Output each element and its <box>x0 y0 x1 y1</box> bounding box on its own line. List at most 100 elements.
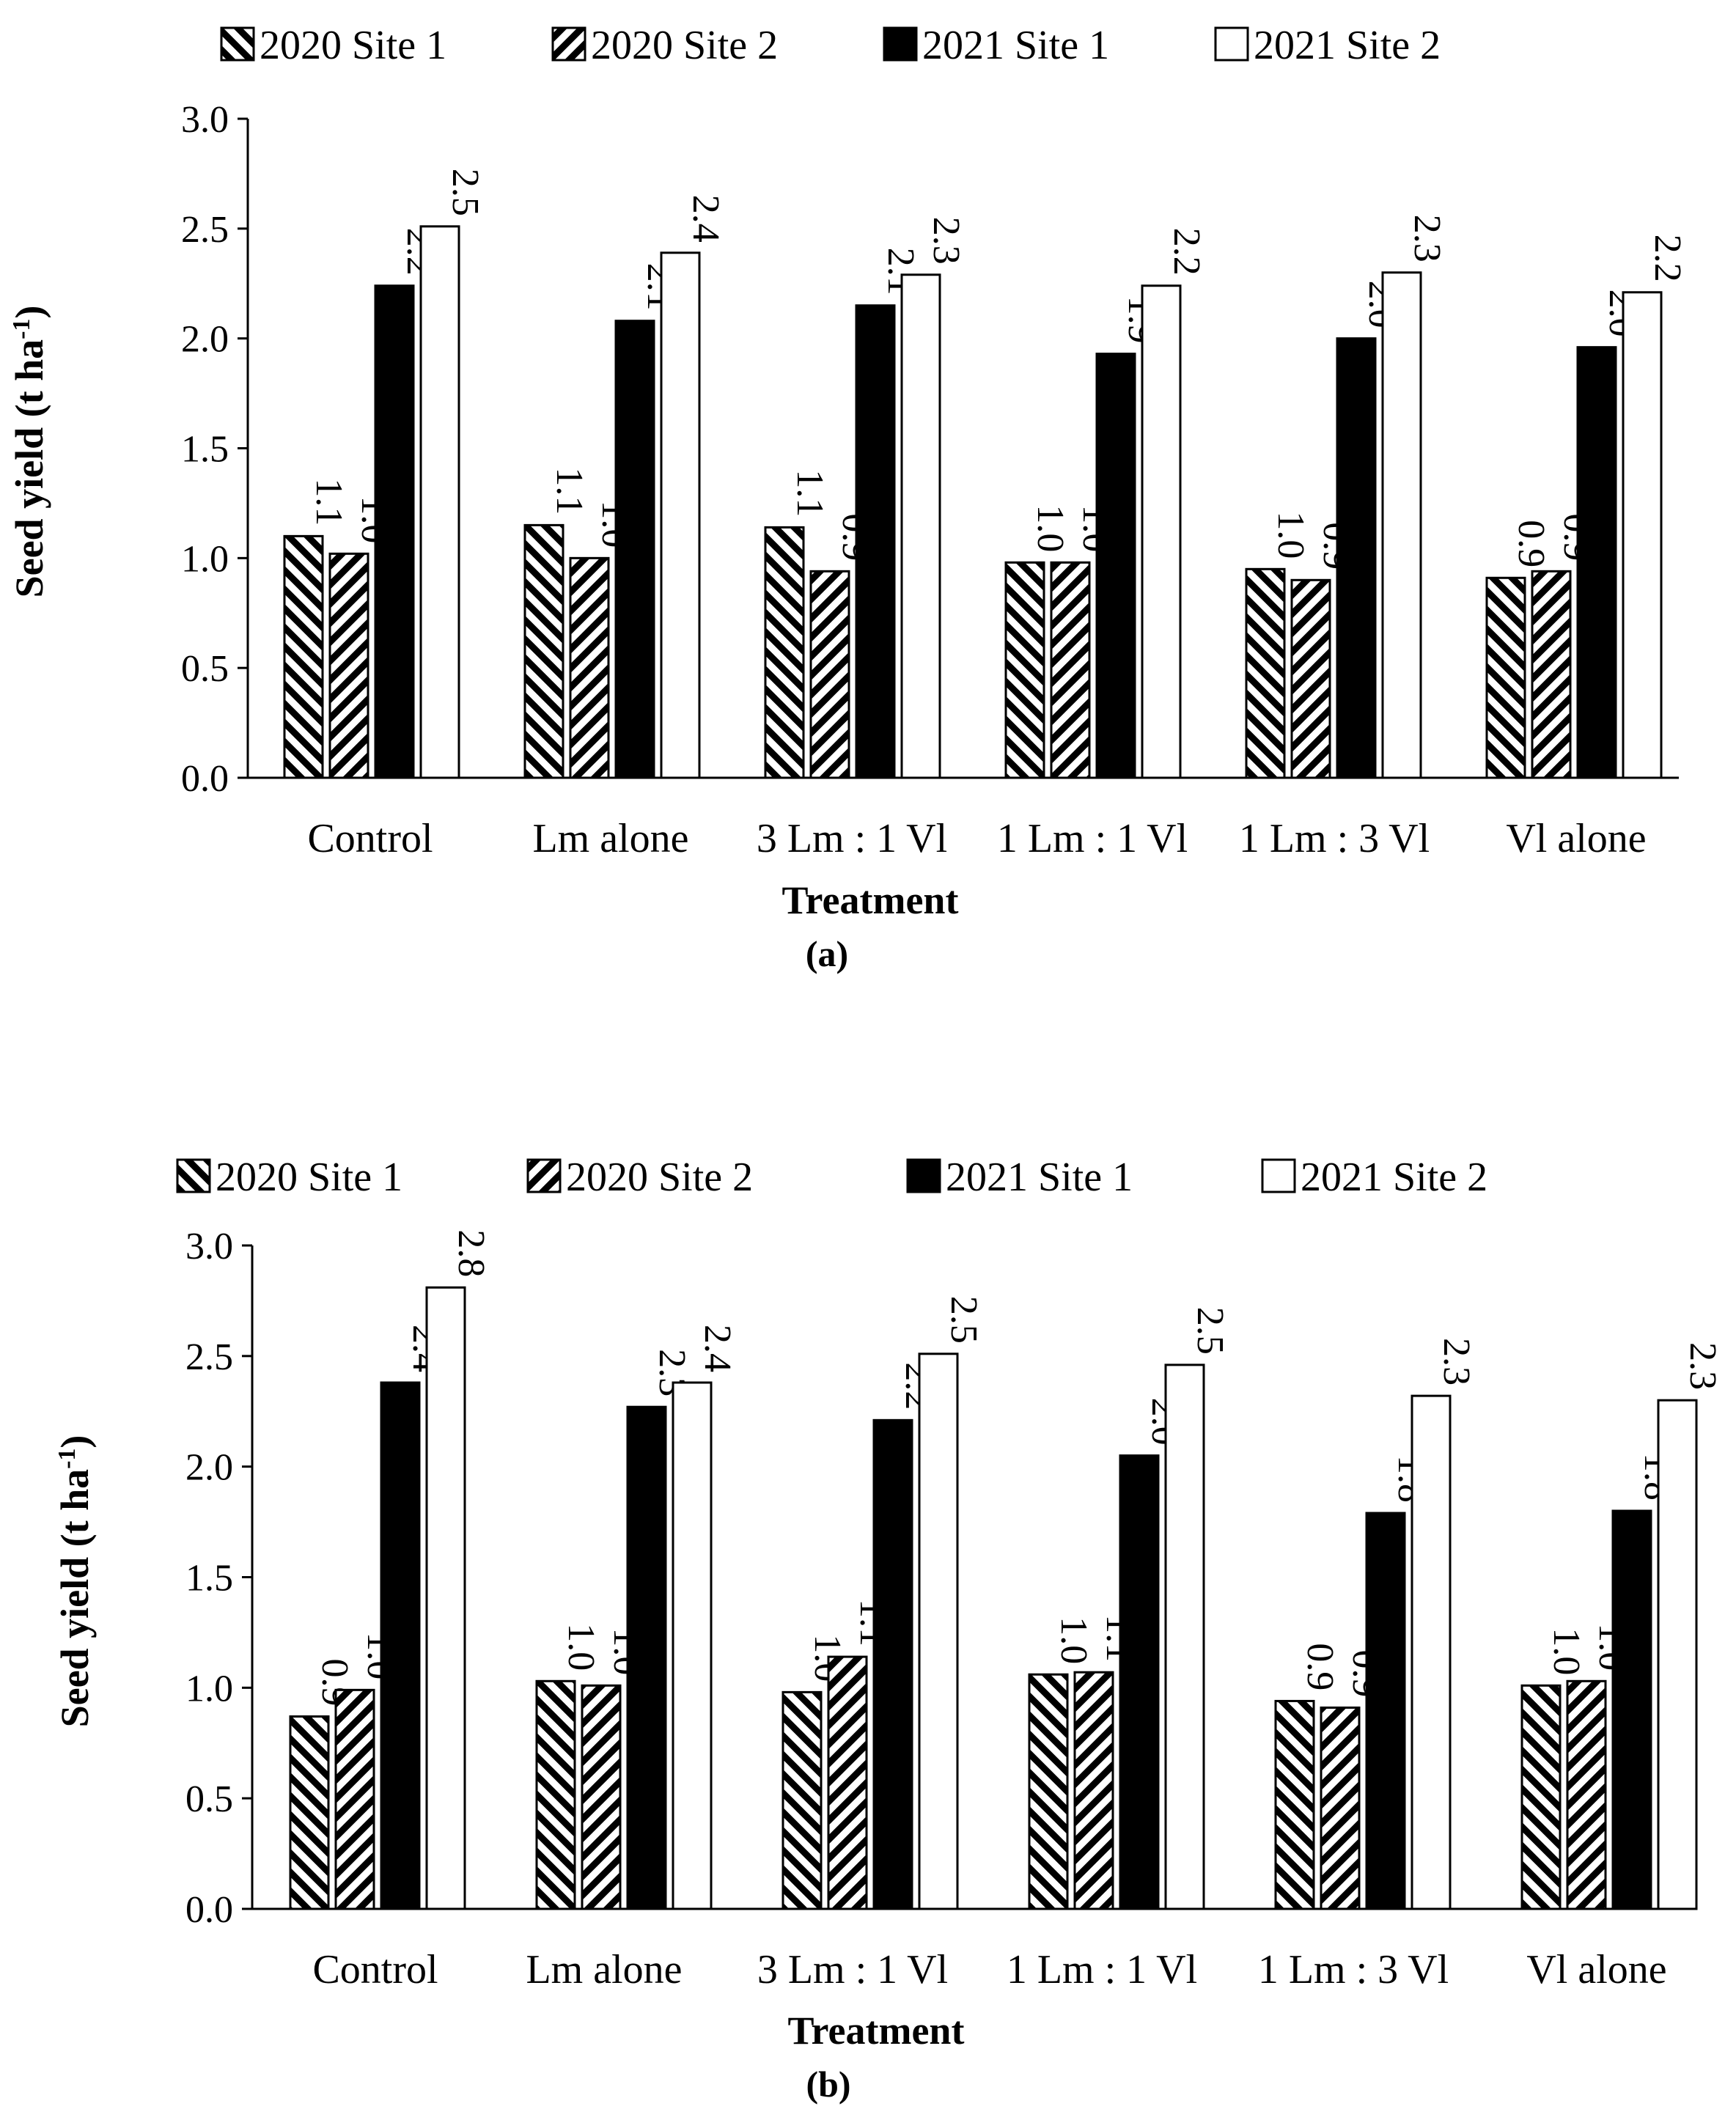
bar <box>660 251 701 779</box>
y-tick-label: 2.0 <box>181 319 229 361</box>
legend-swatch <box>220 26 255 62</box>
y-tick-label: 2.0 <box>185 1447 233 1489</box>
bar <box>900 273 941 779</box>
y-tick-label: 1.5 <box>181 429 229 471</box>
data-label: 2.5 <box>444 169 486 216</box>
bar <box>1410 1394 1452 1910</box>
y-tick-label: 0.5 <box>181 648 229 690</box>
data-label: 0.9 <box>1299 1643 1341 1690</box>
bar <box>283 534 324 779</box>
y-tick-label: 2.5 <box>185 1336 233 1378</box>
legend-label: 2020 Site 2 <box>591 23 778 68</box>
legend-swatch <box>1214 26 1249 62</box>
x-axis-title: Treatment <box>782 878 959 922</box>
legend-label: 2021 Site 2 <box>1254 23 1441 68</box>
bar <box>1566 1679 1607 1910</box>
y-axis-title-sup: -1 <box>8 319 35 339</box>
bar <box>1245 567 1286 779</box>
y-axis-title: Seed yield (t ha-1) <box>7 306 51 598</box>
bar <box>764 526 805 779</box>
bar <box>672 1381 713 1910</box>
bar <box>1657 1399 1698 1910</box>
data-label: 2.2 <box>1166 228 1207 276</box>
bar <box>380 1381 421 1910</box>
y-axis-title-close: ) <box>53 1435 97 1449</box>
chart-a: 0.0 0.5 1.0 1.5 2.0 2.5 3.0 1.1 1.0 2.2 2.5 Control… <box>7 23 1688 974</box>
bar <box>855 304 896 779</box>
y-tick-label: 1.0 <box>181 538 229 580</box>
bar <box>809 570 850 779</box>
y-axis-title-main: Seed yield (t ha <box>7 339 51 598</box>
y-tick-label: 3.0 <box>185 1226 233 1267</box>
legend-label: 2020 Site 1 <box>216 1155 402 1200</box>
bar <box>425 1286 466 1910</box>
legend-swatch <box>883 26 918 62</box>
bar <box>334 1688 375 1910</box>
legend-swatch <box>906 1158 941 1193</box>
data-label: 1.1 <box>308 478 350 526</box>
legend-swatch <box>526 1158 562 1193</box>
data-label: 0.9 <box>1510 520 1552 567</box>
data-label: 2.3 <box>1435 1338 1477 1385</box>
bar <box>1531 570 1572 779</box>
bar <box>614 320 655 779</box>
bar <box>523 523 564 779</box>
data-label: 2.4 <box>696 1325 738 1372</box>
category-label: 1 Lm : 1 Vl <box>1007 1947 1197 1992</box>
y-axis-title-close: ) <box>7 306 51 319</box>
y-tick-label: 1.5 <box>185 1558 233 1600</box>
data-label: 1.0 <box>1029 504 1071 552</box>
data-label: 1.0 <box>1545 1627 1587 1675</box>
category-label: 3 Lm : 1 Vl <box>757 816 947 861</box>
data-label: 2.2 <box>1647 235 1688 282</box>
bar <box>1141 284 1182 779</box>
data-label: 2.3 <box>1682 1342 1724 1390</box>
panel-label: (a) <box>806 933 848 974</box>
bar <box>781 1690 823 1910</box>
y-tick-label: 3.0 <box>181 99 229 141</box>
data-label: 1.0 <box>1270 511 1312 559</box>
bar <box>1290 578 1331 779</box>
bar <box>918 1352 959 1910</box>
bar <box>1119 1454 1160 1910</box>
bar <box>1095 353 1136 779</box>
category-label: Vl alone <box>1506 816 1646 861</box>
y-axis-title-main: Seed yield (t ha <box>53 1469 97 1728</box>
legend-label: 2021 Site 1 <box>922 23 1109 68</box>
data-label: 2.3 <box>1406 215 1448 262</box>
bar <box>535 1679 576 1910</box>
bar <box>1073 1671 1114 1910</box>
panel-label: (b) <box>806 2064 850 2105</box>
legend-label: 2021 Site 1 <box>946 1155 1133 1200</box>
x-axis-title: Treatment <box>788 2009 965 2053</box>
bar <box>1164 1363 1205 1910</box>
data-label: 1.0 <box>1053 1616 1095 1664</box>
category-label: 1 Lm : 3 Vl <box>1258 1947 1449 1992</box>
y-tick-label: 2.5 <box>181 209 229 251</box>
bar <box>1485 576 1526 779</box>
bar <box>1365 1512 1406 1910</box>
bar <box>872 1418 913 1910</box>
category-label: Control <box>307 816 433 861</box>
category-label: 1 Lm : 1 Vl <box>997 816 1188 861</box>
y-axis-title-sup: -1 <box>54 1449 81 1469</box>
bar <box>289 1715 330 1910</box>
legend-swatch <box>176 1158 211 1193</box>
y-tick-label: 1.0 <box>185 1668 233 1709</box>
data-label: 2.4 <box>685 195 727 243</box>
category-label: Vl alone <box>1526 1947 1666 1992</box>
y-tick-label: 0.0 <box>185 1889 233 1931</box>
legend-label: 2020 Site 1 <box>260 23 446 68</box>
legend-swatch <box>551 26 586 62</box>
bar <box>374 284 415 779</box>
category-label: 1 Lm : 3 Vl <box>1239 816 1430 861</box>
data-label: 2.5 <box>1189 1307 1231 1355</box>
category-label: Lm alone <box>526 1947 682 1992</box>
legend-swatch <box>1261 1158 1296 1193</box>
bar <box>1622 291 1663 779</box>
bar <box>328 552 369 779</box>
bar <box>626 1405 667 1910</box>
data-label: 1.0 <box>560 1623 602 1671</box>
data-label: 2.3 <box>925 217 967 265</box>
y-tick-label: 0.5 <box>185 1778 233 1820</box>
